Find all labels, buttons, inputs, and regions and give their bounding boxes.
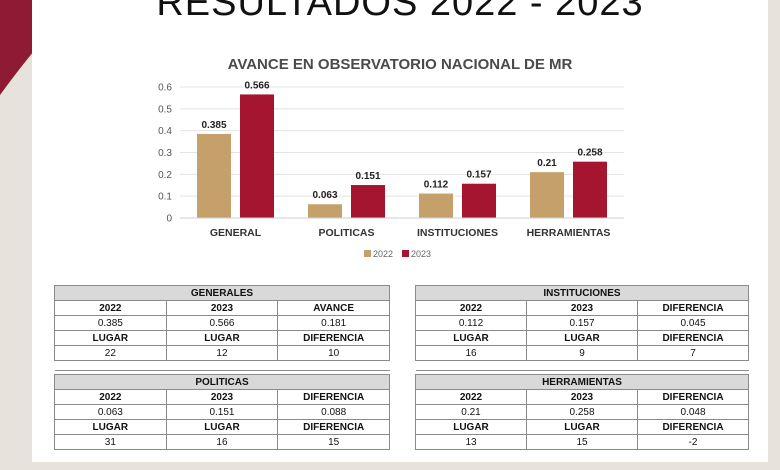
col-header: LUGAR [54,330,167,346]
x-tick-label: HERRAMIENTAS [527,227,611,239]
cell-value: 0.157 [526,315,638,331]
legend-swatch-2022 [364,250,371,257]
bar-2023 [462,183,496,218]
cell-value: 0.258 [526,404,638,420]
col-header: AVANCE [277,300,390,316]
cell-value: 0.048 [637,404,749,420]
spacer-cell [415,360,527,371]
corner-decoration [0,0,80,95]
data-label: 0.157 [466,170,491,181]
cell-value: 0.566 [165,315,279,331]
cell-value: 0.181 [277,315,390,331]
cell-value: 22 [54,345,167,361]
col-header: LUGAR [526,419,638,435]
col-header: 2023 [526,389,638,405]
y-tick-label: 0.4 [158,126,172,137]
bar-2022 [419,193,453,218]
col-header: DIFERENCIA [637,389,749,405]
col-header: 2022 [415,389,527,405]
table-title: INSTITUCIONES [415,285,749,301]
cell-value: -2 [637,434,749,450]
col-header: 2022 [54,389,167,405]
data-label: 0.21 [537,158,557,169]
cell-value: 16 [165,434,279,450]
cell-value: 0.045 [637,315,749,331]
legend-label: 2023 [411,249,431,259]
cell-value: 0.21 [415,404,527,420]
bar-2023 [573,161,607,218]
col-header: 2022 [415,300,527,316]
x-tick-label: INSTITUCIONES [417,227,498,239]
cell-value: 0.063 [54,404,167,420]
legend-swatch-2023 [402,250,409,257]
col-header: LUGAR [165,419,279,435]
table-title: GENERALES [54,285,390,301]
cell-value: 0.151 [165,404,279,420]
y-tick-label: 0.1 [158,192,172,203]
data-label: 0.258 [577,148,602,159]
cell-value: 0.088 [277,404,390,420]
bar-2023 [351,185,385,218]
col-header: DIFERENCIA [637,330,749,346]
spacer-cell [54,360,167,371]
table-herramientas: HERRAMIENTAS 2022 2023 DIFERENCIA 0.21 0.25… [415,374,749,450]
cell-value: 9 [526,345,638,361]
y-tick-label: 0.6 [158,83,172,94]
page-heading: RESULTADOS 2022 - 2023 [156,0,644,24]
col-header: DIFERENCIA [277,389,390,405]
bar-2022 [530,172,564,218]
col-header: DIFERENCIA [637,300,749,316]
cell-value: 12 [165,345,279,361]
cell-value: 10 [277,345,390,361]
cell-value: 15 [526,434,638,450]
table-title: POLITICAS [54,374,390,390]
col-header: 2023 [165,389,279,405]
data-label: 0.063 [312,190,337,201]
col-header: LUGAR [415,419,527,435]
bar-2022 [308,204,342,218]
col-header: 2022 [54,300,167,316]
cell-value: 0.112 [415,315,527,331]
y-tick-label: 0.5 [158,104,172,115]
col-header: DIFERENCIA [277,419,390,435]
cell-value: 7 [637,345,749,361]
x-tick-label: GENERAL [210,227,262,239]
chart-title: AVANCE EN OBSERVATORIO NACIONAL DE MR [227,56,573,73]
col-header: 2023 [165,300,279,316]
data-label: 0.151 [355,171,380,182]
bar-2023 [240,94,274,218]
cell-value: 31 [54,434,167,450]
col-header: DIFERENCIA [277,330,390,346]
data-label: 0.112 [424,180,449,191]
spacer-cell [166,360,278,371]
table-title: HERRAMIENTAS [415,374,749,390]
table-instituciones: INSTITUCIONES 2022 2023 DIFERENCIA 0.112 0.… [415,285,749,371]
bar-chart: 0 0.1 0.2 0.3 0.4 0.5 0.6 0.385 0.566 GENERAL 0.06… [158,80,624,259]
bar-2022 [197,133,231,218]
slide: RESULTADOS 2022 - 2023 AVANCE EN OBSERVA… [32,0,768,462]
col-header: LUGAR [54,419,167,435]
y-tick-label: 0.2 [158,170,172,181]
data-label: 0.566 [244,80,269,91]
x-tick-label: POLITICAS [318,227,374,239]
data-label: 0.385 [201,120,226,131]
table-generales: GENERALES 2022 2023 AVANCE 0.385 0.566 0.181… [54,285,390,371]
spacer-cell [526,360,638,371]
legend-label: 2022 [373,249,393,259]
spacer-cell [637,360,749,371]
col-header: 2023 [526,300,638,316]
col-header: LUGAR [165,330,279,346]
table-politicas: POLITICAS 2022 2023 DIFERENCIA 0.063 0.151 0… [54,374,390,450]
col-header: LUGAR [526,330,638,346]
col-header: LUGAR [415,330,527,346]
cell-value: 15 [277,434,390,450]
cell-value: 0.385 [54,315,167,331]
y-tick-label: 0 [166,214,172,225]
cell-value: 13 [415,434,527,450]
y-tick-label: 0.3 [158,148,172,159]
cell-value: 16 [415,345,527,361]
spacer-cell [277,360,390,371]
col-header: DIFERENCIA [637,419,749,435]
